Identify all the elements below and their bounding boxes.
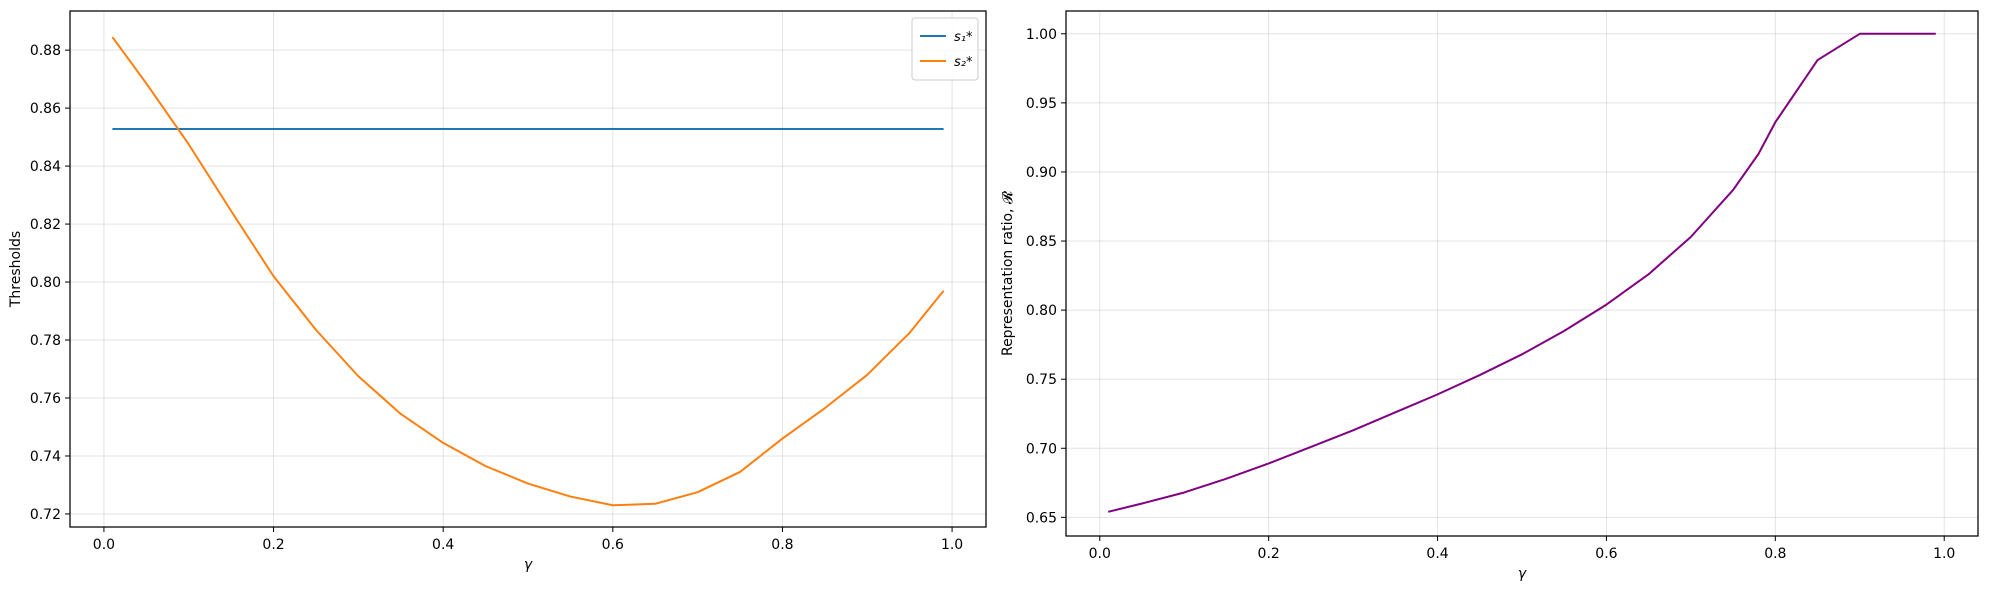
y-axis-label: Representation ratio, 𝓡 [1000, 190, 1016, 356]
y-tick-label: 0.76 [30, 391, 61, 407]
x-tick-label: 0.0 [93, 537, 115, 553]
y-tick-label: 1.00 [1026, 27, 1057, 43]
x-tick-label: 0.8 [1764, 546, 1786, 562]
x-axis-label: γ [524, 557, 533, 573]
x-tick-label: 0.4 [432, 537, 454, 553]
y-tick-label: 0.80 [30, 275, 61, 291]
axes-frame [1065, 10, 1979, 537]
legend-box [911, 17, 979, 81]
representation-ratio-chart: 0.0 0.2 0.4 0.6 0.8 1.0 0.65 0.70 0.75 0.80 0.85 0.… [1000, 10, 1979, 582]
y-tick-label: 0.75 [1026, 372, 1057, 388]
y-tick-label: 0.72 [30, 507, 61, 523]
x-tick-label: 0.4 [1426, 546, 1448, 562]
y-tick-label: 0.80 [1026, 303, 1057, 319]
y-tick-label: 0.86 [30, 101, 61, 117]
legend-label: s₂* [954, 55, 973, 70]
y-tick-label: 0.78 [30, 333, 61, 349]
series-line-1 [1107, 32, 1936, 513]
y-tick-label: 0.82 [30, 217, 61, 233]
legend-label: s₁* [954, 30, 973, 45]
legend: s₁* s₂* [911, 17, 979, 81]
series-line-2 [111, 36, 945, 507]
x-tick-label: 0.6 [602, 537, 624, 553]
x-tick-label: 1.0 [1933, 546, 1955, 562]
y-tick-label: 0.74 [30, 449, 61, 465]
y-tick-label: 0.95 [1026, 96, 1057, 112]
y-tick-label: 0.65 [1026, 510, 1057, 526]
y-axis-label: Thresholds [8, 231, 24, 308]
x-tick-label: 1.0 [941, 537, 963, 553]
x-tick-label: 0.8 [771, 537, 793, 553]
y-tick-label: 0.88 [30, 43, 61, 59]
y-tick-label: 0.70 [1026, 441, 1057, 457]
x-tick-label: 0.2 [1258, 546, 1280, 562]
x-tick-label: 0.0 [1089, 546, 1111, 562]
x-tick-label: 0.6 [1595, 546, 1617, 562]
y-tick-label: 0.85 [1026, 234, 1057, 250]
axes-frame [69, 10, 987, 528]
x-tick-label: 0.2 [262, 537, 284, 553]
y-tick-label: 0.84 [30, 159, 61, 175]
thresholds-chart: 0.0 0.2 0.4 0.6 0.8 1.0 0.72 0.74 0.76 0.78 0.80 0.… [8, 10, 987, 573]
x-axis-label: γ [1518, 566, 1527, 582]
y-tick-label: 0.90 [1026, 165, 1057, 181]
